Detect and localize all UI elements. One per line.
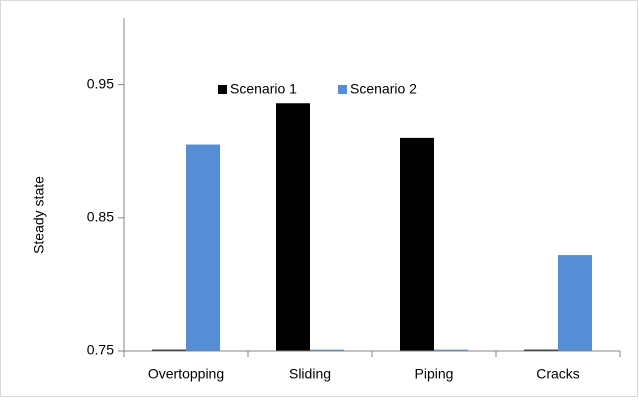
y-tick-label: 0.75 <box>87 342 114 358</box>
y-tick-label: 0.95 <box>87 75 114 91</box>
bar <box>186 144 220 351</box>
bar <box>524 349 558 351</box>
legend-swatch <box>338 85 347 94</box>
bar <box>310 349 344 351</box>
legend-label: Scenario 1 <box>230 81 297 97</box>
x-tick-label: Cracks <box>536 366 580 382</box>
y-tick-label: 0.85 <box>87 209 114 225</box>
x-tick-label: Sliding <box>289 366 331 382</box>
x-tick-label: Overtopping <box>148 366 224 382</box>
legend-swatch <box>218 85 227 94</box>
bar <box>152 349 186 351</box>
x-tick-label: Piping <box>415 366 454 382</box>
bar <box>434 349 468 351</box>
bar <box>558 255 592 351</box>
bar <box>276 103 310 351</box>
bar <box>400 137 434 351</box>
y-axis-label: Steady state <box>31 176 47 254</box>
legend-label: Scenario 2 <box>350 81 417 97</box>
